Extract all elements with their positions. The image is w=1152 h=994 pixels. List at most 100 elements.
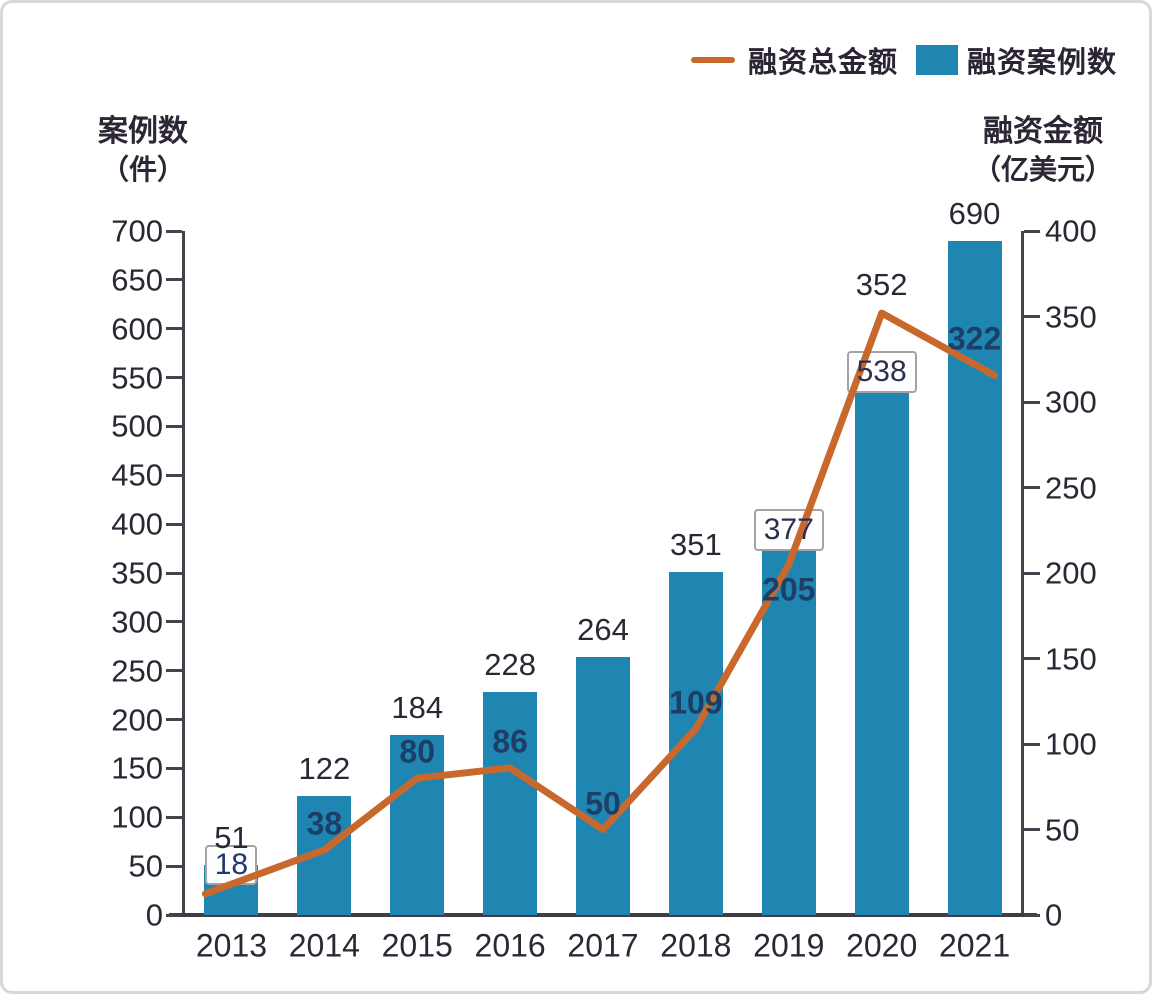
x-tick-label: 2019: [753, 927, 825, 964]
x-tick-label: 2015: [381, 927, 453, 964]
legend-label-bar: 融资案例数: [967, 47, 1118, 79]
left-axis-tick: [166, 864, 182, 868]
left-axis-tick: [166, 718, 182, 722]
bar-value-label: 538: [856, 355, 907, 389]
bar-value-label: 351: [670, 527, 722, 563]
left-axis-tick: [166, 913, 182, 917]
bar-value-label: 51: [214, 820, 249, 856]
right-axis-unit: （亿美元）: [972, 154, 1113, 185]
x-tick-label: 2016: [474, 927, 546, 964]
left-axis-tick: [166, 571, 182, 575]
y-tick-label-right: 300: [1045, 384, 1097, 420]
legend-item-bar: 融资案例数: [916, 39, 1117, 81]
line-value-label: 18: [214, 848, 249, 882]
right-axis-line: [1021, 231, 1024, 915]
right-axis-tick: [1024, 486, 1040, 489]
y-tick-label-left: 0: [145, 897, 163, 933]
y-tick-label-left: 350: [111, 555, 163, 591]
left-axis-tick: [166, 766, 182, 770]
y-tick-label-left: 200: [111, 702, 163, 738]
y-tick-label-left: 600: [111, 311, 163, 347]
x-tick-label: 2014: [288, 927, 360, 964]
y-tick-label-right: 200: [1045, 555, 1097, 591]
left-axis-title-text: 案例数: [98, 115, 188, 148]
left-axis-tick: [166, 229, 182, 233]
left-axis-tick: [166, 278, 182, 282]
line-value-label: 205: [762, 571, 816, 608]
legend-label-line: 融资总金额: [748, 47, 899, 79]
line-value-label: 50: [585, 785, 621, 821]
y-tick-label-left: 650: [111, 262, 163, 298]
right-axis-tick: [1024, 657, 1040, 660]
plot-area: 0 50 100 150 200 250 300 350 400 450 500 550 600 650 7…: [3, 3, 1149, 991]
y-tick-label-left: 450: [111, 457, 163, 493]
y-tick-label-right: 0: [1045, 897, 1063, 933]
y-tick-label-right: 250: [1045, 470, 1097, 505]
x-tick-label: 2017: [567, 927, 639, 964]
y-tick-label-left: 500: [111, 408, 163, 444]
bar-value-label: 228: [484, 647, 536, 683]
right-axis-tick: [1024, 315, 1040, 318]
bottom-axis-line: [169, 913, 1037, 917]
right-axis-title-text: 融资金额: [983, 115, 1103, 148]
line-value-label: 352: [855, 267, 908, 303]
bar-series-swatch: [916, 45, 959, 75]
right-axis-tick: [1024, 742, 1040, 746]
y-tick-label-left: 400: [111, 506, 163, 542]
bar-value-label: 264: [577, 612, 629, 648]
legend: 融资总金额 融资案例数: [691, 43, 1117, 79]
line-value-label: 80: [399, 733, 436, 770]
y-tick-label-left: 100: [111, 799, 163, 835]
y-tick-label-left: 550: [111, 360, 163, 396]
x-tick-label: 2020: [846, 927, 918, 964]
y-tick-label-left: 50: [128, 848, 163, 884]
line-value-label: 322: [947, 320, 1002, 357]
y-tick-label-left: 700: [111, 213, 163, 249]
right-axis-tick: [1024, 229, 1040, 233]
line-series-swatch: [691, 57, 735, 63]
y-tick-label-right: 100: [1045, 726, 1097, 762]
y-tick-label-right: 400: [1045, 213, 1097, 249]
line-value-label: 86: [492, 723, 528, 760]
bar: [761, 546, 816, 915]
left-axis-unit: （件）: [100, 154, 185, 185]
line-value-label: 109: [669, 684, 723, 721]
bar: [483, 692, 538, 915]
left-axis-tick: [166, 620, 182, 624]
trend-line: [201, 309, 999, 898]
x-tick-label: 2013: [195, 927, 268, 964]
y-tick-label-left: 250: [111, 653, 163, 689]
right-axis-tick: [1024, 828, 1040, 831]
y-tick-label-right: 150: [1045, 641, 1097, 676]
bar-value-label: 184: [391, 690, 444, 726]
bar: [390, 735, 445, 915]
left-axis-tick: [166, 815, 182, 819]
right-axis-tick: [1024, 400, 1040, 404]
y-tick-label-left: 150: [111, 750, 163, 786]
right-axis-tick: [1024, 571, 1040, 575]
left-axis-tick: [166, 424, 182, 428]
x-tick-label: 2018: [660, 927, 732, 964]
bar-value-label: 690: [948, 195, 1001, 231]
left-axis-title: 案例数 （件）: [73, 113, 213, 189]
left-axis-tick: [166, 376, 182, 380]
left-axis-tick: [166, 327, 182, 331]
bar-value-box: [753, 508, 824, 551]
bar-value-label: 377: [763, 512, 814, 546]
legend-item-line: 融资总金额: [691, 39, 898, 81]
left-axis-tick: [166, 473, 182, 477]
x-tick-label: 2021: [938, 927, 1011, 964]
left-axis-line: [182, 231, 185, 915]
line-value-label: 38: [306, 805, 343, 842]
bar-value-label: 122: [298, 750, 351, 786]
right-axis-tick: [1024, 913, 1040, 917]
y-tick-label-right: 350: [1045, 299, 1097, 334]
bar: [576, 657, 630, 915]
bar: [854, 389, 909, 915]
y-tick-label-right: 50: [1045, 812, 1080, 847]
left-axis-tick: [166, 522, 182, 526]
left-axis-tick: [166, 669, 182, 673]
right-axis-title: 融资金额 （亿美元）: [953, 113, 1133, 189]
y-tick-label-left: 300: [111, 604, 163, 640]
